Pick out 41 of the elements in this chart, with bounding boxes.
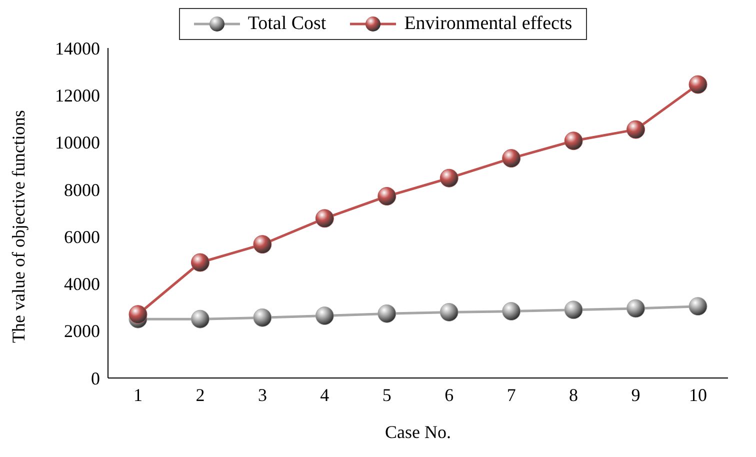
- x-tick-label: 9: [631, 384, 640, 405]
- y-tick-label: 12000: [55, 86, 100, 106]
- legend-label: Environmental effects: [403, 13, 572, 35]
- point: [128, 305, 148, 324]
- y-tick-label: 6000: [64, 226, 100, 247]
- y-tick-label: 14000: [55, 38, 100, 58]
- x-tick-label: 6: [444, 384, 454, 405]
- x-tick-label: 5: [382, 384, 392, 405]
- x-axis-title: Case No.: [385, 422, 451, 442]
- point: [626, 299, 646, 318]
- point: [315, 209, 334, 228]
- y-tick-label: 0: [91, 368, 100, 388]
- x-tick-label: 1: [134, 384, 142, 405]
- x-tick-label: 3: [258, 384, 267, 405]
- y-axis-title: The value of objective functions: [8, 110, 28, 343]
- point: [315, 306, 334, 326]
- point: [502, 149, 521, 168]
- y-tick-label: 10000: [55, 132, 100, 153]
- point: [378, 304, 396, 323]
- x-tick-label: 7: [506, 384, 516, 405]
- x-tick-label: 4: [320, 384, 330, 405]
- point: [190, 310, 210, 328]
- y-tick-label: 2000: [64, 321, 100, 342]
- legend-label: Total Cost: [246, 13, 326, 35]
- point: [190, 253, 210, 272]
- y-tick-label: 4000: [64, 274, 100, 294]
- point: [626, 120, 646, 139]
- point: [688, 75, 708, 94]
- x-tick-label: 10: [689, 384, 707, 405]
- point: [253, 308, 272, 327]
- point: [564, 300, 583, 320]
- point: [502, 302, 521, 321]
- point: [378, 187, 396, 206]
- point: [564, 132, 583, 150]
- point: [440, 168, 458, 188]
- x-tick-label: 8: [569, 384, 578, 405]
- point: [440, 302, 458, 322]
- x-tick-label: 2: [196, 384, 205, 405]
- point: [253, 235, 272, 254]
- point: [688, 297, 708, 316]
- y-tick-label: 8000: [64, 180, 100, 200]
